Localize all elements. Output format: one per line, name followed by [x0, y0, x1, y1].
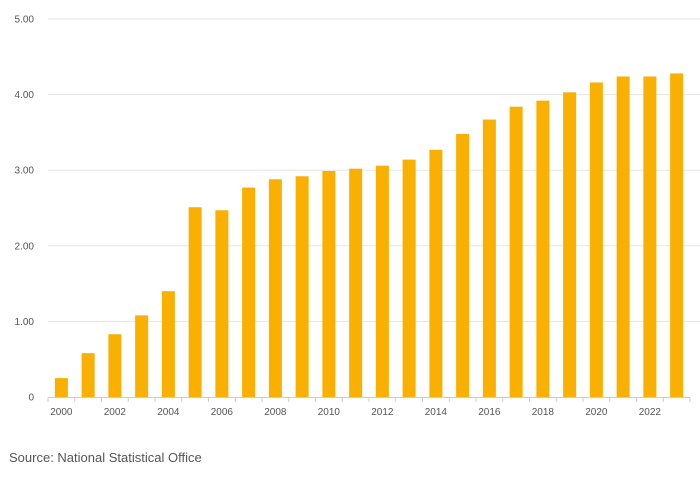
bar-2011 — [349, 168, 363, 397]
bar-2019 — [563, 92, 577, 397]
bar-2018 — [536, 100, 550, 398]
bar-2012 — [375, 165, 389, 397]
bar-2021 — [616, 76, 630, 398]
x-tick-label: 2000 — [50, 407, 73, 418]
bar-2002 — [108, 334, 122, 397]
y-tick-label: 0 — [28, 393, 34, 404]
x-tick-label: 2022 — [639, 407, 662, 418]
x-tick-label: 2010 — [318, 407, 341, 418]
bar-2005 — [188, 207, 202, 397]
bar-2007 — [242, 187, 256, 397]
bar-2006 — [215, 210, 229, 397]
bar-2014 — [429, 149, 443, 397]
x-tick-label: 2020 — [585, 407, 608, 418]
y-tick-label: 5.00 — [15, 15, 35, 26]
bar-2015 — [456, 133, 470, 397]
bar-2010 — [322, 170, 336, 397]
bar-2008 — [268, 179, 282, 397]
bar-2001 — [81, 353, 95, 397]
bar-2004 — [161, 291, 175, 397]
bars — [54, 73, 684, 398]
y-axis-tick-labels: 0 1.00 2.00 3.00 4.00 5.00 — [15, 15, 35, 404]
y-tick-label: 2.00 — [15, 241, 35, 252]
bar-2017 — [509, 106, 523, 397]
bar-2009 — [295, 176, 309, 397]
x-tick-label: 2006 — [211, 407, 234, 418]
source-note: Source: National Statistical Office — [9, 450, 202, 465]
bar-2013 — [402, 159, 416, 397]
x-tick-label: 2002 — [104, 407, 127, 418]
bar-2000 — [54, 378, 68, 397]
bar-2020 — [589, 82, 603, 397]
bar-2003 — [135, 315, 149, 397]
bar-2023 — [670, 73, 684, 398]
y-tick-label: 1.00 — [15, 317, 35, 328]
x-axis: 2000 2002 2004 2006 2008 2010 2012 2014 2016 2018… — [47, 397, 691, 418]
x-tick-label: 2012 — [371, 407, 394, 418]
x-tick-label: 2004 — [157, 407, 180, 418]
x-tick-label: 2018 — [532, 407, 555, 418]
y-tick-label: 4.00 — [15, 90, 35, 101]
x-tick-label: 2016 — [478, 407, 501, 418]
bar-2022 — [643, 76, 657, 398]
x-tick-label: 2014 — [425, 407, 448, 418]
y-tick-label: 3.00 — [15, 166, 35, 177]
bar-2016 — [482, 119, 496, 398]
x-tick-label: 2008 — [264, 407, 287, 418]
bar-chart: 01.002.003.004.005.00 2000 2002 2004 2006 20… — [15, 15, 700, 418]
